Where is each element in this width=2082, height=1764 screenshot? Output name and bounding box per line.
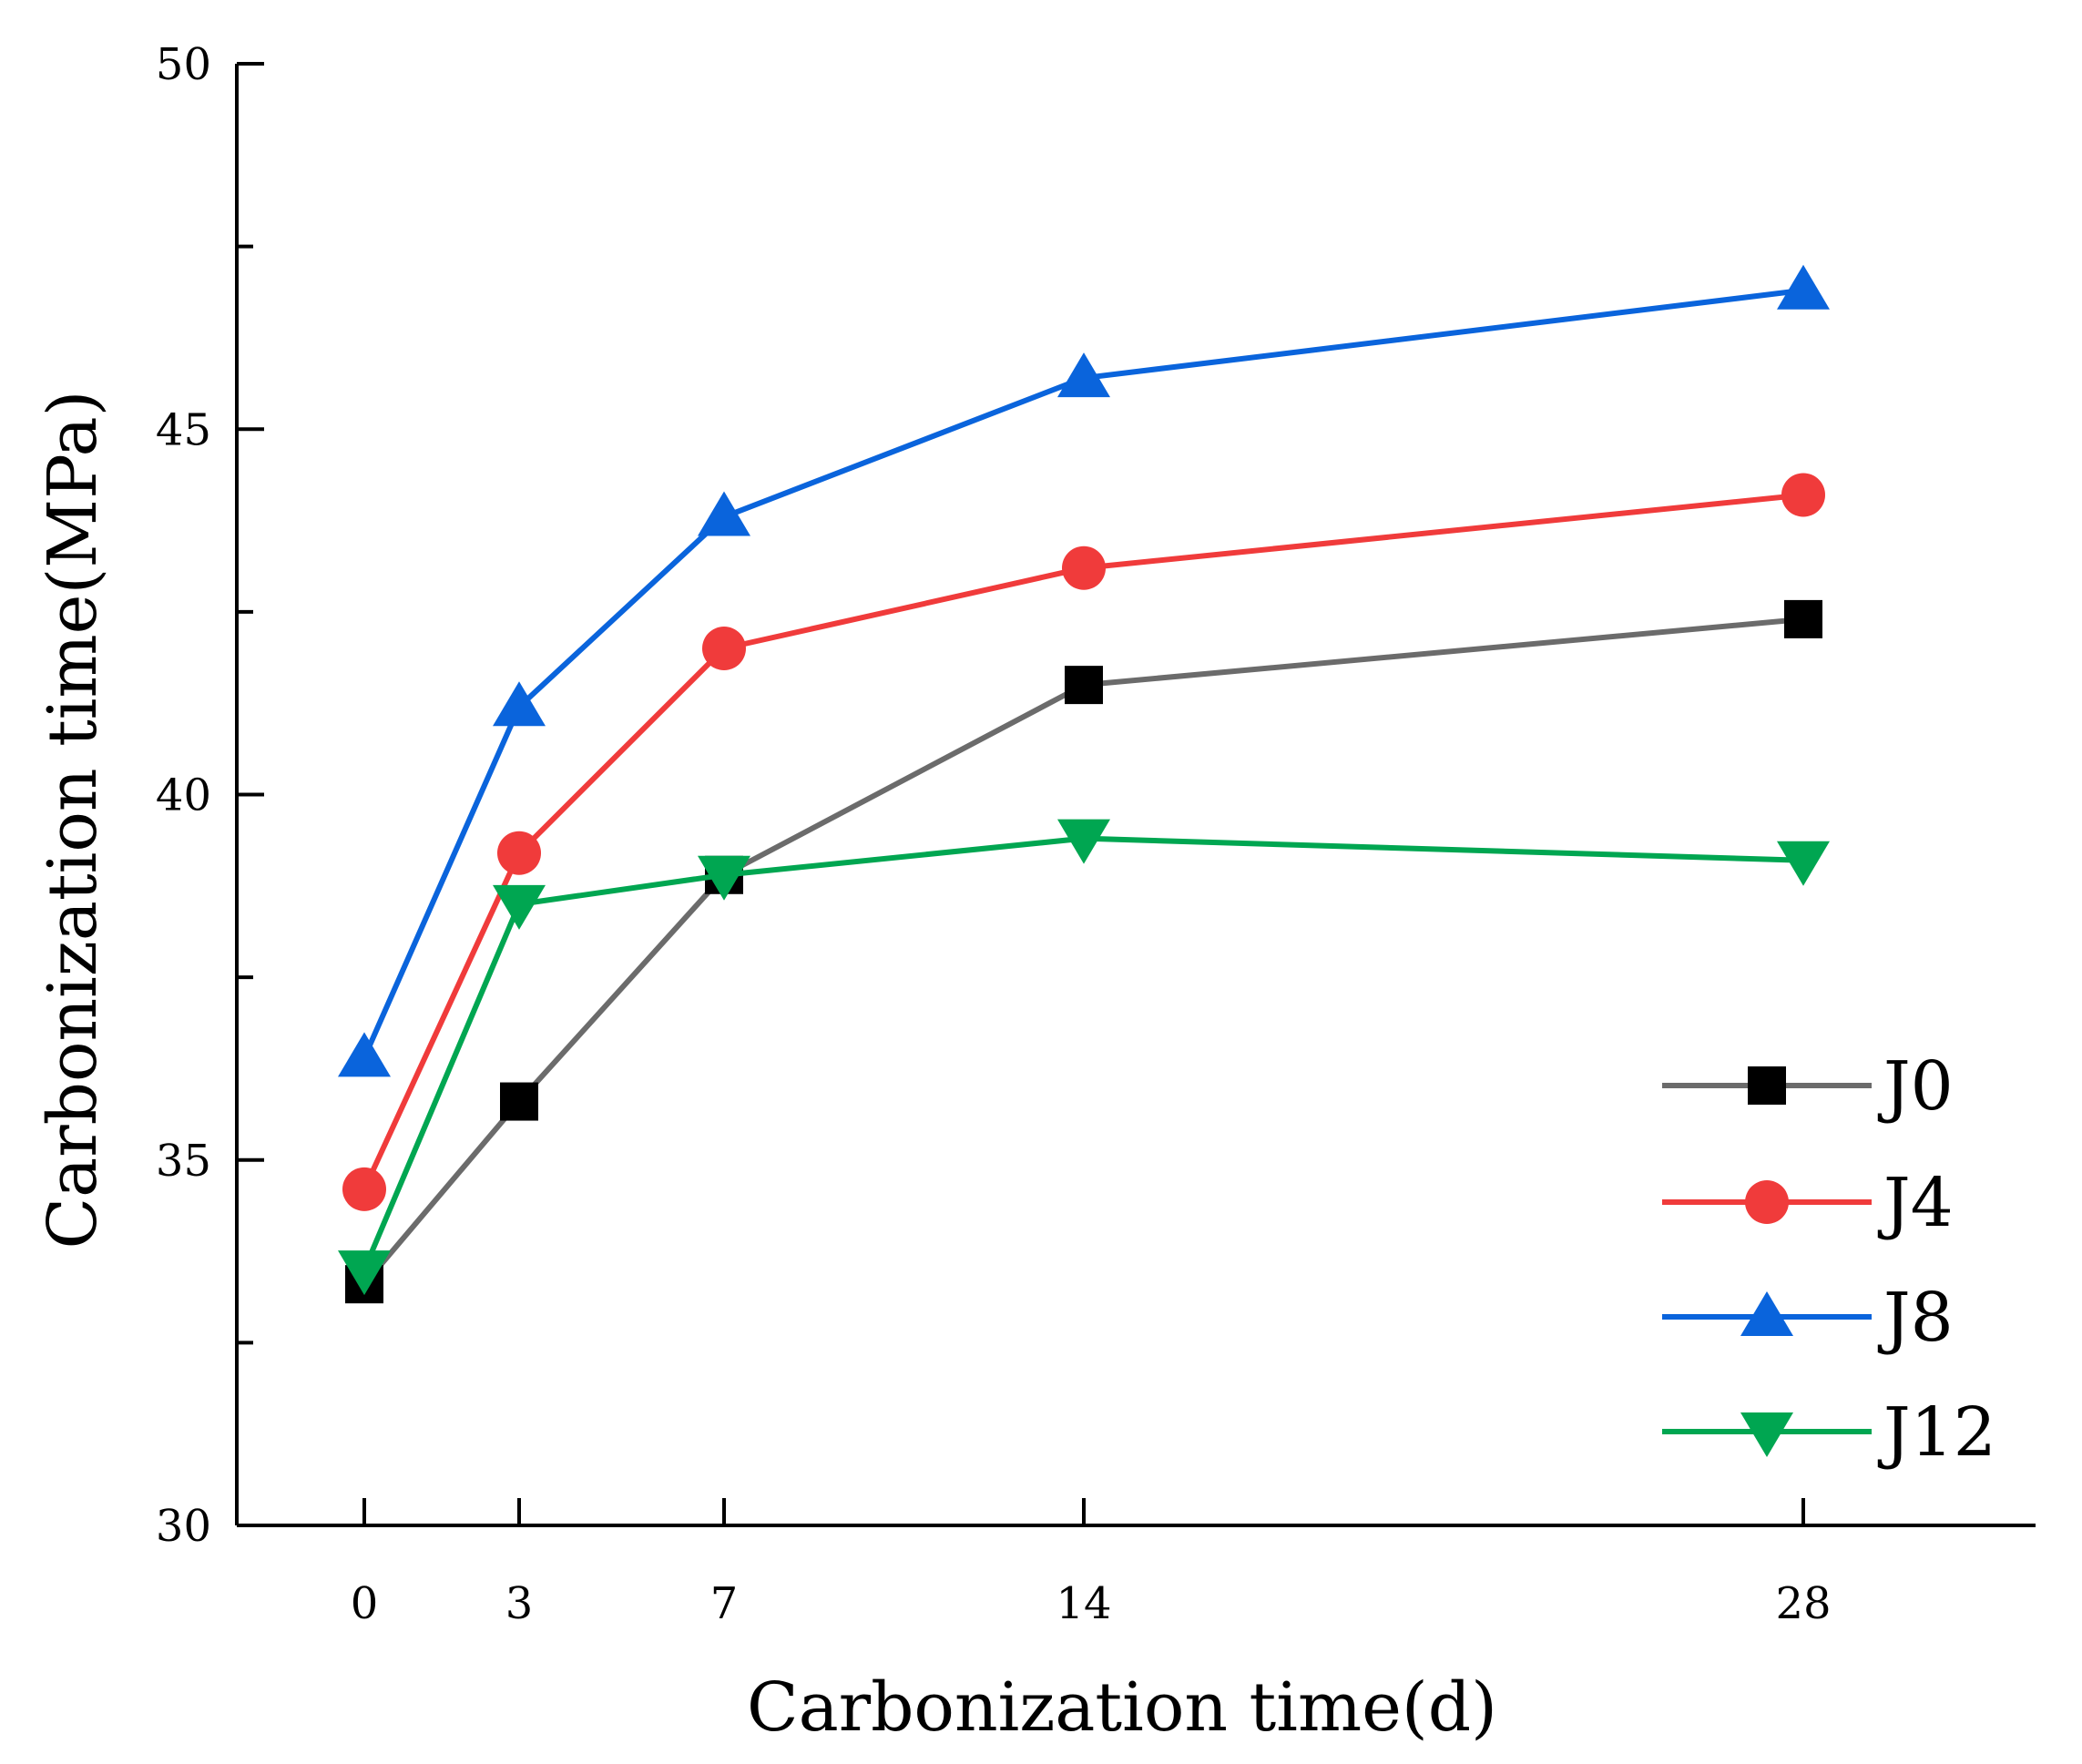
y-tick-label: 45 <box>156 404 211 455</box>
axes: 30 35 40 45 50 0 3 7 14 28 <box>156 39 2036 1629</box>
data-point-j0 <box>1065 666 1103 705</box>
data-point-j4 <box>342 1167 386 1211</box>
legend-marker-j0 <box>1748 1066 1786 1105</box>
data-point-j12 <box>698 855 750 901</box>
data-point-j8 <box>698 491 750 536</box>
series-j8 <box>338 264 1830 1077</box>
x-tick-label: 14 <box>1056 1578 1111 1629</box>
series-layer <box>338 264 1830 1304</box>
data-point-j12 <box>1777 841 1830 886</box>
series-line-j0 <box>362 616 1804 1287</box>
legend-label-j0: J0 <box>1877 1047 1954 1126</box>
legend-label-j8: J8 <box>1877 1279 1954 1357</box>
data-point-j0 <box>1784 599 1822 638</box>
series-j0 <box>345 599 1822 1304</box>
y-tick-label: 30 <box>156 1501 211 1552</box>
legend-entry-j4: J4 <box>1662 1164 1954 1242</box>
legend-entry-j12: J12 <box>1662 1393 1996 1472</box>
series-j12 <box>338 819 1830 1296</box>
x-tick-label: 7 <box>710 1578 739 1629</box>
y-axis-title: Carbonization time(MPa) <box>34 390 112 1249</box>
y-tick-label: 35 <box>156 1136 211 1187</box>
series-j4 <box>342 473 1825 1211</box>
legend-label-j4: J4 <box>1877 1164 1954 1242</box>
data-point-j4 <box>1781 473 1825 517</box>
data-point-j12 <box>493 884 546 930</box>
data-point-j8 <box>338 1032 391 1077</box>
legend-marker-j4 <box>1745 1180 1789 1224</box>
x-axis-title: Carbonization time(d) <box>747 1668 1497 1747</box>
data-point-j8 <box>1057 352 1110 398</box>
y-tick-label: 50 <box>156 39 211 90</box>
legend-entry-j8: J8 <box>1662 1279 1954 1357</box>
legend-entry-j0: J0 <box>1662 1047 1954 1126</box>
data-point-j0 <box>500 1082 538 1121</box>
y-tick-label: 40 <box>156 770 211 821</box>
x-tick-label: 3 <box>505 1578 534 1629</box>
x-tick-label: 0 <box>351 1578 379 1629</box>
data-point-j8 <box>493 681 546 727</box>
data-point-j12 <box>338 1250 391 1296</box>
data-point-j4 <box>497 831 541 875</box>
legend-marker-j8 <box>1740 1291 1793 1336</box>
data-point-j4 <box>702 627 746 670</box>
data-point-j4 <box>1062 546 1106 590</box>
data-point-j12 <box>1057 819 1110 864</box>
series-line-j12 <box>362 835 1804 1271</box>
data-point-j8 <box>1777 264 1830 310</box>
legend: J0 J4 J8 J12 <box>1662 1047 1996 1472</box>
legend-label-j12: J12 <box>1877 1393 1996 1472</box>
x-tick-label: 28 <box>1775 1578 1831 1629</box>
legend-marker-j12 <box>1740 1412 1793 1457</box>
